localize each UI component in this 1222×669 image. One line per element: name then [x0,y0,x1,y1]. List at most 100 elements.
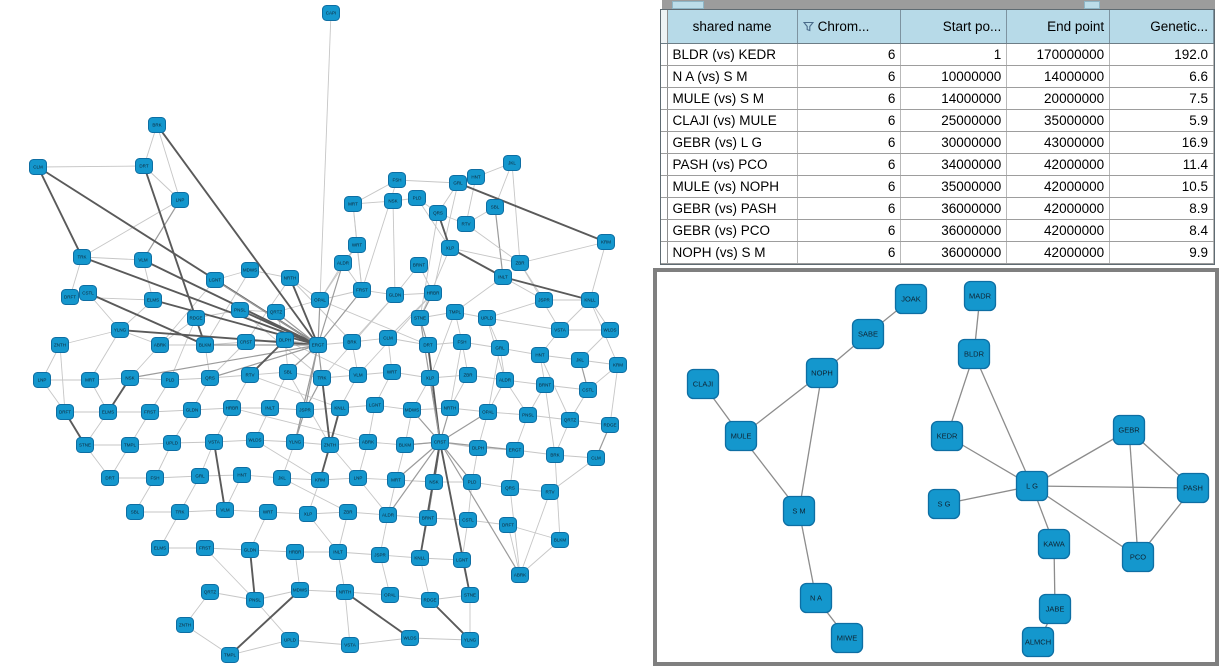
node-dlph[interactable]: DLPH [469,440,487,456]
node-noph[interactable]: NOPH [805,357,839,389]
node-blkm[interactable]: BLKM [396,437,414,453]
node-gldn[interactable]: GLDN [241,542,259,558]
node-clm[interactable]: CLM [587,450,605,466]
node-gldn[interactable]: GLDN [183,402,201,418]
node-trk[interactable]: TRK [171,504,189,520]
node-krm[interactable]: KRM [311,472,329,488]
node-lgnt[interactable]: LGNT [453,552,471,568]
node-grl[interactable]: GRL [191,468,209,484]
table-row[interactable]: GEBR (vs) PASH 6 36000000 42000000 8.9 [661,197,1214,220]
node-rtv[interactable]: RTV [241,367,259,383]
node-kedr[interactable]: KEDR [930,420,964,452]
node-ylng[interactable]: YLNG [286,434,304,450]
node-hnt[interactable]: HNT [467,169,485,185]
table-row[interactable]: BLDR (vs) KEDR 6 1 170000000 192.0 [661,43,1214,66]
node-mrt[interactable]: MRT [387,472,405,488]
node-aldr[interactable]: ALDR [496,372,514,388]
node-nrth[interactable]: NRTH [336,584,354,600]
node-inlt[interactable]: INLT [261,400,279,416]
node-jspr[interactable]: JSPR [296,402,314,418]
node-n-a[interactable]: N A [799,582,833,614]
node-abrk[interactable]: ABRK [511,567,529,583]
node-hrbr[interactable]: HRBR [424,285,442,301]
node-blkm[interactable]: BLKM [551,532,569,548]
node-lnp[interactable]: LNP [33,372,51,388]
node-mrt[interactable]: MRT [81,372,99,388]
table-row[interactable]: CLAJI (vs) MULE 6 25000000 35000000 5.9 [661,109,1214,132]
node-ylng[interactable]: YLNG [461,632,479,648]
node-sbl[interactable]: SBL [486,199,504,215]
filter-funnel-icon[interactable] [802,20,814,35]
node-rdge[interactable]: RDGE [187,310,205,326]
node-hnt[interactable]: HNT [531,347,549,363]
node-inlt[interactable]: INLT [494,269,512,285]
node-nsk[interactable]: NSK [121,370,139,386]
node-lgnt[interactable]: LGNT [206,272,224,288]
node-qrtz[interactable]: QRTZ [561,412,579,428]
node-qrtz[interactable]: QRTZ [267,304,285,320]
node-drt[interactable]: DRT [135,158,153,174]
node-rdge[interactable]: RDGE [601,417,619,433]
node-pld[interactable]: PLD [408,190,426,206]
node-elms[interactable]: ELMS [99,404,117,420]
node-ylng[interactable]: YLNG [111,322,129,338]
node-brk[interactable]: BRK [148,117,166,133]
node-grl[interactable]: GRL [491,340,509,356]
node-pco[interactable]: PCO [1121,541,1155,573]
node-cstl[interactable]: CSTL [459,512,477,528]
node-zbr[interactable]: ZBR [511,255,529,271]
node-mrt[interactable]: MRT [344,196,362,212]
network-view-main-panel[interactable]: CAPI BRK CLM DRT FSH GRL HNT JKL KRM LNP MRT NSK PLD… [0,0,650,669]
node-ergt[interactable]: ERGT [309,337,327,353]
node-pnsl[interactable]: PNSL [246,592,264,608]
table-row[interactable]: GEBR (vs) L G 6 30000000 43000000 16.9 [661,131,1214,154]
node-l-g[interactable]: L G [1015,470,1049,502]
node-crst[interactable]: CRST [237,334,255,350]
node-dlph[interactable]: DLPH [276,332,294,348]
table-row[interactable]: PASH (vs) PCO 6 34000000 42000000 11.4 [661,153,1214,176]
node-lnp[interactable]: LNP [171,192,189,208]
node-krm[interactable]: KRM [597,234,615,250]
node-jkl[interactable]: JKL [571,352,589,368]
column-header-genetic[interactable]: Genetic... [1109,10,1214,44]
node-miwe[interactable]: MIWE [830,622,864,654]
column-header-startpo[interactable]: Start po... [900,10,1008,44]
node-s-g[interactable]: S G [927,488,961,520]
node-almch[interactable]: ALMCH [1021,626,1055,658]
column-header-chrom[interactable]: Chrom... [797,10,902,44]
node-opal[interactable]: OPAL [479,404,497,420]
node-grl[interactable]: GRL [449,175,467,191]
node-pash[interactable]: PASH [1176,472,1210,504]
node-vsta[interactable]: VSTA [205,434,223,450]
node-brnt[interactable]: BRNT [419,510,437,526]
node-wlds[interactable]: WLDS [246,432,264,448]
node-nsk[interactable]: NSK [384,193,402,209]
node-vlm[interactable]: VLM [134,252,152,268]
node-frst[interactable]: FRST [141,404,159,420]
node-pld[interactable]: PLD [463,474,481,490]
node-vlm[interactable]: VLM [349,367,367,383]
node-inlt[interactable]: INLT [329,544,347,560]
node-drft[interactable]: DRFT [499,517,517,533]
node-stne[interactable]: STNE [461,587,479,603]
node-knll[interactable]: KNLL [411,550,429,566]
node-knll[interactable]: KNLL [581,292,599,308]
node-opal[interactable]: OPAL [381,587,399,603]
node-sbl[interactable]: SBL [126,504,144,520]
node-sabe[interactable]: SABE [851,318,885,350]
node-upld[interactable]: UPLD [163,435,181,451]
node-bldr[interactable]: BLDR [957,338,991,370]
column-header-endpoint[interactable]: End point [1006,10,1111,44]
node-rdge[interactable]: RDGE [421,592,439,608]
node-nrth[interactable]: NRTH [281,270,299,286]
node-xlp[interactable]: XLP [421,370,439,386]
node-ergt[interactable]: ERGT [506,442,524,458]
node-aldr[interactable]: ALDR [334,255,352,271]
node-brk[interactable]: BRK [343,334,361,350]
table-row[interactable]: MULE (vs) NOPH 6 35000000 42000000 10.5 [661,175,1214,198]
node-jabe[interactable]: JABE [1038,593,1072,625]
node-brnt[interactable]: BRNT [536,377,554,393]
node-fsh[interactable]: FSH [146,470,164,486]
node-aldr[interactable]: ALDR [379,507,397,523]
